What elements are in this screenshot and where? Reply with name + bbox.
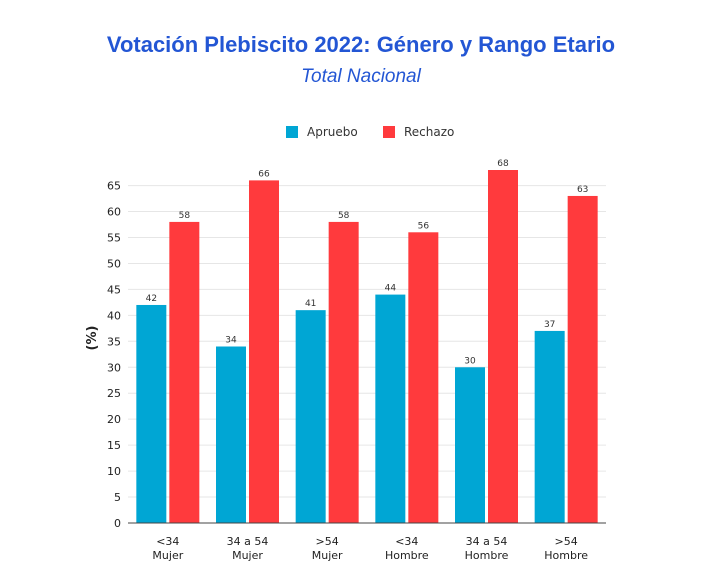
y-tick-label: 45 [107, 283, 121, 296]
chart-title: Votación Plebiscito 2022: Género y Rango… [107, 32, 615, 57]
bar-rechazo-5[interactable] [567, 195, 598, 524]
bar-apruebo-2[interactable] [295, 310, 326, 523]
data-label-rechazo-5: 63 [577, 185, 588, 195]
x-tick-label-line: >54 [316, 535, 339, 548]
y-tick-label: 55 [107, 231, 121, 244]
legend: Apruebo Rechazo [286, 125, 454, 139]
x-tick-label: >54 Mujer [312, 535, 343, 562]
bar-rechazo-2[interactable] [328, 221, 359, 524]
y-tick-label: 10 [107, 465, 121, 478]
legend-swatch-apruebo[interactable] [286, 126, 298, 138]
x-tick-label: >54 Hombre [544, 535, 588, 562]
data-label-apruebo-4: 30 [464, 356, 476, 366]
bar-apruebo-5[interactable] [534, 330, 565, 523]
x-tick-label: <34 Mujer [152, 535, 183, 562]
y-tick-label: 60 [107, 206, 121, 219]
bar-rechazo-3[interactable] [408, 232, 439, 523]
data-label-rechazo-0: 58 [179, 211, 191, 221]
y-tick-label: 25 [107, 387, 121, 400]
x-tick-label-line: Mujer [152, 549, 183, 562]
x-tick-label-line: Mujer [312, 549, 343, 562]
data-label-rechazo-2: 58 [338, 211, 350, 221]
data-label-rechazo-3: 56 [418, 221, 430, 231]
y-tick-label: 35 [107, 335, 121, 348]
y-axis-label: (%) [85, 326, 100, 351]
bar-apruebo-1[interactable] [216, 346, 246, 524]
x-tick-label-line: Hombre [385, 549, 429, 562]
bar-rechazo-1[interactable] [249, 180, 279, 523]
y-tick-label: 65 [107, 180, 121, 193]
data-label-apruebo-1: 34 [225, 336, 237, 346]
x-tick-label-line: <34 [156, 535, 179, 548]
legend-label-rechazo[interactable]: Rechazo [404, 125, 454, 139]
y-tick-label: 20 [107, 413, 121, 426]
y-tick-label: 15 [107, 439, 121, 452]
y-tick-label: 40 [107, 309, 121, 322]
bar-apruebo-0[interactable] [136, 304, 167, 523]
y-axis-ticks: 0 5 10 15 20 25 30 35 40 45 50 55 60 65 [107, 180, 121, 530]
chart-subtitle: Total Nacional [301, 66, 421, 87]
bar-apruebo-4[interactable] [455, 367, 485, 523]
x-tick-label-line: 34 a 54 [227, 535, 269, 548]
data-labels: 42 58 34 66 41 58 44 56 30 68 37 63 [146, 159, 589, 366]
bar-apruebo-3[interactable] [375, 294, 406, 523]
x-tick-label: 34 a 54 Mujer [227, 535, 269, 562]
data-label-apruebo-5: 37 [544, 320, 555, 330]
x-tick-label-line: Hombre [544, 549, 588, 562]
bars [136, 170, 598, 524]
legend-label-apruebo[interactable]: Apruebo [307, 125, 358, 139]
data-label-apruebo-0: 42 [146, 294, 157, 304]
x-tick-label: <34 Hombre [385, 535, 429, 562]
x-tick-label-line: 34 a 54 [466, 535, 508, 548]
x-tick-label-line: Mujer [232, 549, 263, 562]
legend-swatch-rechazo[interactable] [383, 126, 395, 138]
data-label-rechazo-4: 68 [497, 159, 509, 169]
x-tick-label-line: <34 [395, 535, 418, 548]
grid-lines [128, 185, 606, 498]
x-tick-label-line: >54 [555, 535, 578, 548]
y-tick-label: 5 [114, 491, 121, 504]
data-label-apruebo-3: 44 [385, 284, 397, 294]
data-label-rechazo-1: 66 [258, 169, 270, 179]
data-label-apruebo-2: 41 [305, 299, 316, 309]
x-tick-label-line: Hombre [465, 549, 509, 562]
y-tick-label: 50 [107, 257, 121, 270]
bar-rechazo-0[interactable] [169, 221, 200, 524]
x-tick-label: 34 a 54 Hombre [465, 535, 509, 562]
y-tick-label: 30 [107, 361, 121, 374]
y-tick-label: 0 [114, 517, 121, 530]
bar-rechazo-4[interactable] [488, 170, 518, 523]
